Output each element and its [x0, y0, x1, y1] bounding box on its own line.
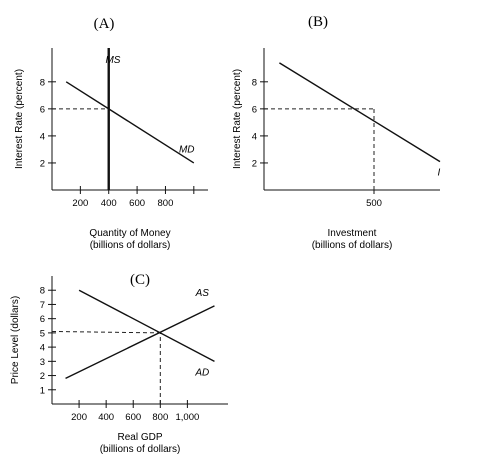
chart-c-x-axis-sublabel: (billions of dollars) — [100, 444, 181, 455]
chart-c-x-tick-label: 1,000 — [175, 412, 199, 423]
chart-b-x-axis-sublabel: (billions of dollars) — [312, 240, 393, 251]
chart-c-guide-line — [51, 330, 161, 334]
chart-a-y-tick-label: 8 — [40, 77, 45, 88]
chart-b-y-tick-label: 8 — [252, 77, 257, 88]
panel-c: (C) 1 2 3 4 5 6 7 8 200 400 600 800 1,000 AS AD Price Le… — [0, 262, 240, 472]
chart-c-y-tick-label: 6 — [40, 314, 45, 325]
chart-c-x-tick-label: 400 — [98, 412, 114, 423]
chart-c: (C) 1 2 3 4 5 6 7 8 200 400 600 800 1,000 AS AD Price Le… — [10, 272, 228, 455]
panel-a: (A) 2 4 6 8 200 400 600 800 MS MD Interest Rate (pe… — [0, 0, 230, 258]
chart-a-x-tick-label: 600 — [129, 198, 145, 209]
chart-a-y-axis-label: Interest Rate (percent) — [14, 69, 25, 169]
chart-c-title: (C) — [130, 272, 150, 288]
chart-c-y-tick-label: 8 — [40, 286, 45, 297]
chart-a-y-tick-label: 4 — [40, 131, 45, 142]
chart-a: (A) 2 4 6 8 200 400 600 800 MS MD Interest Rate (pe… — [14, 16, 208, 251]
chart-b-y-tick-label: 2 — [252, 158, 257, 169]
chart-c-ad-curve — [78, 289, 215, 362]
chart-a-title: (A) — [94, 16, 115, 32]
chart-c-x-axis-label: Real GDP — [117, 432, 162, 443]
chart-c-y-tick-label: 4 — [40, 343, 45, 354]
panel-b: (B) 2 4 6 8 500 I Interest Rate (percent) Invest… — [228, 0, 485, 258]
chart-c-ad-label: AD — [194, 368, 209, 379]
chart-c-y-tick-label: 5 — [40, 328, 45, 339]
chart-b-title: (B) — [308, 14, 328, 30]
chart-c-x-tick-label: 200 — [71, 412, 87, 423]
chart-a-md-label: MD — [179, 144, 195, 155]
chart-c-y-tick-label: 1 — [40, 385, 45, 396]
chart-a-x-tick-label: 200 — [72, 198, 88, 209]
chart-b-y-tick-label: 4 — [252, 131, 257, 142]
chart-b-y-tick-label: 6 — [252, 104, 257, 115]
chart-c-x-tick-label: 800 — [152, 412, 168, 423]
chart-b-x-axis-label: Investment — [328, 228, 377, 239]
chart-b-y-axis-label: Interest Rate (percent) — [232, 69, 243, 169]
chart-c-x-tick-label: 600 — [125, 412, 141, 423]
chart-a-y-tick-label: 6 — [40, 104, 45, 115]
chart-c-y-axis-label: Price Level (dollars) — [10, 296, 21, 384]
chart-c-y-tick-label: 3 — [40, 357, 45, 368]
chart-a-y-tick-label: 2 — [40, 158, 45, 169]
chart-a-ms-label: MS — [105, 55, 120, 66]
chart-a-x-tick-label: 800 — [158, 198, 174, 209]
chart-b: (B) 2 4 6 8 500 I Interest Rate (percent) Invest… — [232, 14, 441, 251]
chart-a-x-tick-label: 400 — [101, 198, 117, 209]
chart-b-x-tick-label: 500 — [366, 198, 382, 209]
chart-b-i-label: I — [438, 167, 441, 178]
chart-b-i-curve — [279, 62, 441, 163]
chart-c-as-curve — [65, 305, 215, 380]
chart-a-x-axis-sublabel: (billions of dollars) — [90, 240, 171, 251]
chart-c-y-tick-label: 7 — [40, 300, 45, 311]
chart-c-y-tick-label: 2 — [40, 371, 45, 382]
chart-c-as-label: AS — [195, 288, 210, 299]
chart-a-md-curve — [65, 81, 195, 164]
chart-a-x-axis-label: Quantity of Money — [89, 228, 170, 239]
